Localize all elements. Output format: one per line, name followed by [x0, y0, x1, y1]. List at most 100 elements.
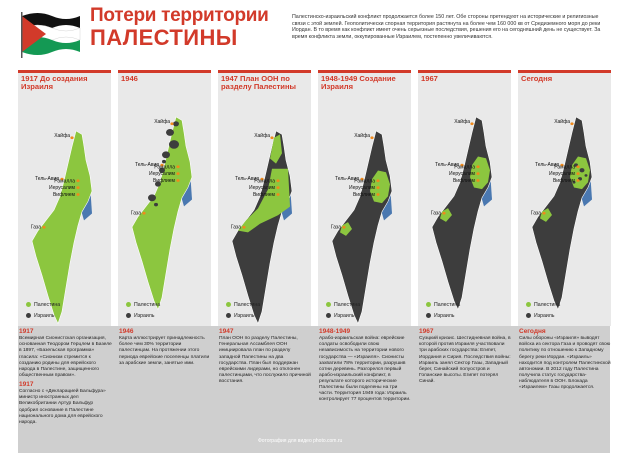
city-marker	[576, 172, 580, 176]
gaza-strip	[340, 222, 352, 236]
enclave	[572, 180, 576, 184]
arab-state-north	[270, 134, 282, 164]
city-marker	[60, 177, 64, 181]
description-text: План ООН по разделу Палестины, Генеральн…	[219, 336, 311, 384]
city-marker	[476, 172, 480, 176]
gaza-strip	[540, 208, 552, 222]
city-marker	[70, 136, 74, 140]
description-column: 1948-1949 Арабо-израильская война: еврейс…	[319, 328, 412, 404]
description-column: Сегодня Силы обороны «Израиля» выводят во…	[519, 328, 612, 391]
settlement-area	[166, 128, 174, 136]
city-label-gaza: Газа	[431, 211, 441, 217]
city-label-jerusalem: Иерусалим	[149, 171, 176, 177]
panel-accent-bar	[218, 70, 311, 73]
settlement-area	[155, 181, 161, 187]
city-label-bethlehem: Вифлием	[53, 192, 76, 198]
description-column: 1917 Всемирная Сионистская организация, о…	[19, 328, 112, 426]
city-label-haifa: Хайфа	[154, 118, 170, 125]
city-label-haifa: Хайфа	[454, 118, 470, 125]
city-marker	[276, 186, 280, 190]
description-text: Арабо-израильская война: еврейские солда…	[319, 336, 411, 403]
settlement-area	[162, 151, 170, 159]
city-marker	[176, 172, 180, 176]
map-panel: 1946 Хайфа Тель-Авив Рамалла Иерусалим Вифлие…	[118, 70, 211, 326]
palestine-flag-logo	[21, 12, 81, 58]
city-marker	[576, 165, 580, 169]
enclave	[579, 168, 585, 173]
page-title: Потери территории ПАЛЕСТИНЫ	[90, 6, 269, 49]
city-marker	[76, 186, 80, 190]
title-line-2: ПАЛЕСТИНЫ	[90, 24, 238, 50]
description-year: 1946	[119, 328, 134, 335]
city-label-telaviv: Тель-Авив	[535, 162, 559, 168]
city-label-ramallah: Рамалла	[154, 164, 175, 170]
city-label-haifa: Хайфа	[54, 132, 70, 139]
city-marker	[360, 177, 364, 181]
land-outline	[131, 116, 193, 311]
west-bank	[370, 170, 390, 204]
city-label-telaviv: Тель-Авив	[235, 176, 259, 182]
city-label-telaviv: Тель-Авив	[135, 162, 159, 168]
city-label-telaviv: Тель-Авив	[35, 176, 59, 182]
legend-palestine: Палестина	[226, 302, 260, 308]
panel-title: 1947 План ООН по разделу Палестины	[221, 74, 297, 91]
city-marker	[376, 193, 380, 196]
panel-title: 1917 До создания Израиля	[21, 74, 88, 91]
panel-accent-bar	[418, 70, 511, 73]
settlement-area	[148, 194, 156, 202]
city-marker	[442, 211, 446, 215]
city-marker	[276, 193, 280, 196]
description-text: Карта иллюстрирует принадлежность более …	[119, 336, 210, 366]
city-marker	[276, 179, 280, 183]
city-marker	[376, 179, 380, 183]
city-marker	[370, 136, 374, 140]
city-marker	[460, 163, 464, 167]
city-marker	[76, 193, 80, 196]
intro-text: Палестинско-израильский конфликт продолж…	[292, 14, 601, 40]
settlement-area	[162, 159, 166, 164]
panel-accent-bar	[318, 70, 411, 73]
panel-accent-bar	[18, 70, 111, 73]
city-marker	[176, 179, 180, 182]
city-marker	[176, 165, 180, 169]
city-label-haifa: Хайфа	[554, 118, 570, 125]
description-year: 1917	[19, 328, 34, 335]
city-label-haifa: Хайфа	[254, 132, 270, 139]
city-marker	[470, 122, 474, 126]
settlement-area	[173, 121, 179, 127]
city-label-bethlehem: Вифлием	[253, 192, 276, 198]
city-marker	[342, 225, 346, 229]
city-marker	[376, 186, 380, 190]
city-label-gaza: Газа	[331, 225, 341, 231]
city-marker	[570, 122, 574, 126]
panel-title: 1948-1949 Создание Израиля	[321, 74, 396, 91]
city-label-bethlehem: Вифлием	[553, 178, 576, 184]
city-marker	[142, 211, 146, 215]
city-label-gaza: Газа	[31, 225, 41, 231]
city-marker	[576, 179, 580, 182]
map-panel: 1917 До создания Израиля Хайфа Тель-Авив Ра…	[18, 70, 111, 326]
map-panel: 1948-1949 Создание Израиля Хайфа Тель-Авив…	[318, 70, 411, 326]
legend-israel: Израиль	[526, 313, 555, 319]
city-marker	[260, 177, 264, 181]
gaza-strip	[440, 208, 452, 222]
panel-title: 1967	[421, 74, 438, 83]
description-column: 1947 План ООН по разделу Палестины, Генер…	[219, 328, 312, 385]
city-label-jerusalem: Иерусалим	[349, 185, 376, 191]
city-label-gaza: Газа	[531, 211, 541, 217]
west-bank	[470, 156, 490, 190]
legend-israel: Израиль	[226, 313, 255, 319]
description-text: Согласно с «Декларацией Бальфура» минист…	[19, 389, 106, 425]
city-marker	[242, 225, 246, 229]
legend-palestine: Палестина	[326, 302, 360, 308]
city-label-ramallah: Рамалла	[254, 178, 275, 184]
maps-row: 1917 До создания Израиля Хайфа Тель-Авив Ра…	[18, 70, 611, 326]
city-label-haifa: Хайфа	[354, 132, 370, 139]
city-label-bethlehem: Вифлием	[153, 178, 176, 184]
enclave	[584, 174, 588, 177]
